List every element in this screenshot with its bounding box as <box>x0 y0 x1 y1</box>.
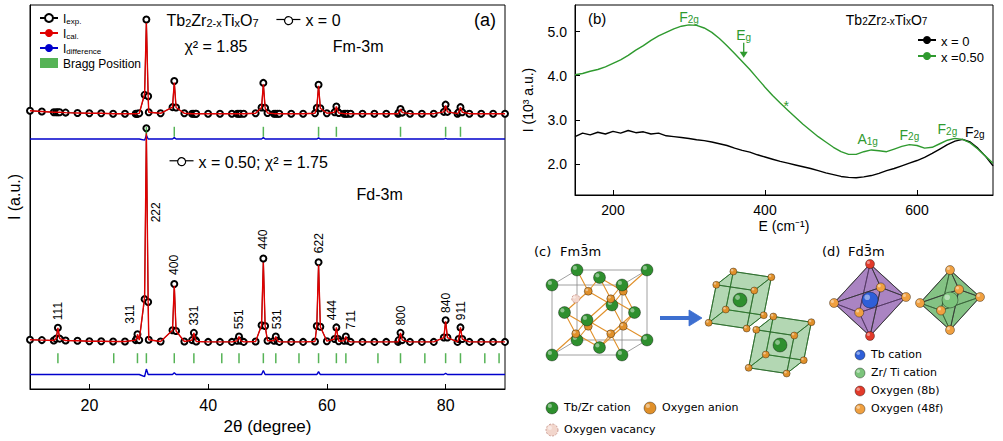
svg-text:Bragg Position: Bragg Position <box>63 57 141 71</box>
svg-text:Fd3̄m: Fd3̄m <box>848 244 885 259</box>
svg-text:111: 111 <box>51 302 65 321</box>
svg-text:4.0: 4.0 <box>548 68 568 84</box>
svg-text:*: * <box>784 98 790 114</box>
svg-text:3.0: 3.0 <box>548 112 568 128</box>
svg-text:622: 622 <box>312 233 326 253</box>
svg-text:840: 840 <box>439 293 453 313</box>
svg-text:F: F <box>965 124 974 140</box>
svg-text:(b): (b) <box>588 10 606 27</box>
svg-text:911: 911 <box>454 301 468 320</box>
svg-text:2: 2 <box>185 17 192 30</box>
svg-text:2-x: 2-x <box>206 17 222 29</box>
svg-text:Zr: Zr <box>191 12 207 29</box>
svg-text:O: O <box>240 12 252 29</box>
svg-text:2g: 2g <box>688 14 699 25</box>
svg-text:2.0: 2.0 <box>548 156 568 172</box>
svg-text:80: 80 <box>437 397 455 414</box>
svg-text:400: 400 <box>167 255 181 275</box>
svg-text:600: 600 <box>905 202 929 218</box>
svg-text:2-x: 2-x <box>881 16 895 27</box>
svg-text:Zr: Zr <box>868 12 882 28</box>
svg-text:331: 331 <box>187 305 201 325</box>
svg-text:x: x <box>234 17 240 30</box>
svg-text:440: 440 <box>256 229 270 249</box>
svg-text:difference: difference <box>66 47 102 56</box>
svg-text:2: 2 <box>862 16 868 28</box>
svg-text:7: 7 <box>252 17 258 29</box>
svg-text:Oxygen vacancy: Oxygen vacancy <box>564 423 656 436</box>
svg-text:F: F <box>938 121 947 137</box>
svg-text:2g: 2g <box>973 129 984 140</box>
svg-text:40: 40 <box>199 397 217 414</box>
svg-text:g: g <box>746 32 752 43</box>
svg-text:E: E <box>736 27 745 43</box>
svg-text:x = 0.50; χ² = 1.75: x = 0.50; χ² = 1.75 <box>199 154 328 171</box>
svg-text:Zr/ Ti cation: Zr/ Ti cation <box>871 366 937 379</box>
svg-text:F: F <box>679 9 688 25</box>
svg-text:Oxygen anion: Oxygen anion <box>662 401 738 414</box>
svg-text:O: O <box>911 12 922 28</box>
svg-text:2g: 2g <box>908 131 919 142</box>
svg-text:311: 311 <box>123 304 137 323</box>
svg-text:711: 711 <box>344 310 358 329</box>
svg-text:(c): (c) <box>534 244 551 259</box>
svg-text:531: 531 <box>270 309 284 329</box>
svg-text:A: A <box>857 131 867 148</box>
svg-text:Oxygen (48f): Oxygen (48f) <box>871 402 943 415</box>
svg-text:1g: 1g <box>867 136 878 147</box>
svg-text:60: 60 <box>318 397 336 414</box>
svg-text:20: 20 <box>80 397 98 414</box>
svg-text:I (10³ a.u.): I (10³ a.u.) <box>520 68 536 133</box>
svg-text:Ti: Ti <box>895 12 906 28</box>
svg-text:x: x <box>905 16 911 28</box>
svg-text:800: 800 <box>394 305 408 325</box>
svg-text:222: 222 <box>149 202 163 222</box>
svg-text:(a): (a) <box>474 10 496 30</box>
svg-text:Ti: Ti <box>222 12 235 29</box>
svg-text:7: 7 <box>922 16 928 27</box>
svg-text:2θ (degree): 2θ (degree) <box>224 417 312 436</box>
svg-text:x = 0: x = 0 <box>305 12 340 29</box>
svg-text:x =0.50: x =0.50 <box>941 50 984 65</box>
svg-text:exp.: exp. <box>66 17 81 26</box>
svg-text:I: I <box>63 27 67 41</box>
svg-text:(d): (d) <box>822 244 840 259</box>
svg-text:F: F <box>900 127 909 143</box>
svg-text:cal.: cal. <box>66 32 78 41</box>
svg-text:x = 0: x = 0 <box>941 34 970 49</box>
svg-text:2g: 2g <box>946 126 957 137</box>
svg-text:Fd-3m: Fd-3m <box>357 186 403 203</box>
svg-text:Fm-3m: Fm-3m <box>333 38 384 55</box>
svg-text:I (a.u.): I (a.u.) <box>6 174 23 220</box>
svg-text:Fm3̄m: Fm3̄m <box>560 244 601 259</box>
svg-text:Tb cation: Tb cation <box>870 348 922 361</box>
svg-text:551: 551 <box>232 309 246 329</box>
svg-text:χ² = 1.85: χ² = 1.85 <box>184 38 247 55</box>
svg-text:E (cm⁻¹): E (cm⁻¹) <box>759 218 810 234</box>
svg-text:5.0: 5.0 <box>548 24 568 40</box>
svg-text:444: 444 <box>325 300 339 320</box>
svg-text:Tb/Zr cation: Tb/Zr cation <box>563 401 631 414</box>
svg-text:200: 200 <box>601 202 625 218</box>
svg-text:Tb: Tb <box>846 12 863 28</box>
svg-text:I: I <box>63 42 67 56</box>
svg-text:I: I <box>63 12 67 26</box>
svg-text:Oxygen (8b): Oxygen (8b) <box>871 384 939 397</box>
svg-text:400: 400 <box>753 202 777 218</box>
svg-text:Tb: Tb <box>167 12 186 29</box>
